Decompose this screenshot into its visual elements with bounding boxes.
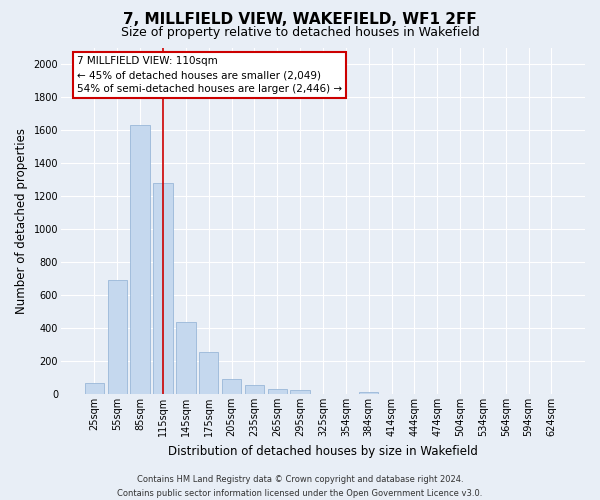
Bar	[199, 352, 218, 394]
Bar	[107, 280, 127, 394]
Bar	[85, 384, 104, 394]
Bar	[268, 389, 287, 394]
Text: 7 MILLFIELD VIEW: 110sqm
← 45% of detached houses are smaller (2,049)
54% of sem: 7 MILLFIELD VIEW: 110sqm ← 45% of detach…	[77, 56, 342, 94]
Bar	[359, 392, 379, 394]
Bar	[154, 183, 173, 394]
Y-axis label: Number of detached properties: Number of detached properties	[15, 128, 28, 314]
Bar	[130, 125, 150, 394]
Bar	[222, 379, 241, 394]
Bar	[176, 322, 196, 394]
Bar	[290, 390, 310, 394]
X-axis label: Distribution of detached houses by size in Wakefield: Distribution of detached houses by size …	[168, 444, 478, 458]
Text: Contains HM Land Registry data © Crown copyright and database right 2024.
Contai: Contains HM Land Registry data © Crown c…	[118, 476, 482, 498]
Text: Size of property relative to detached houses in Wakefield: Size of property relative to detached ho…	[121, 26, 479, 39]
Bar	[245, 385, 264, 394]
Text: 7, MILLFIELD VIEW, WAKEFIELD, WF1 2FF: 7, MILLFIELD VIEW, WAKEFIELD, WF1 2FF	[123, 12, 477, 28]
